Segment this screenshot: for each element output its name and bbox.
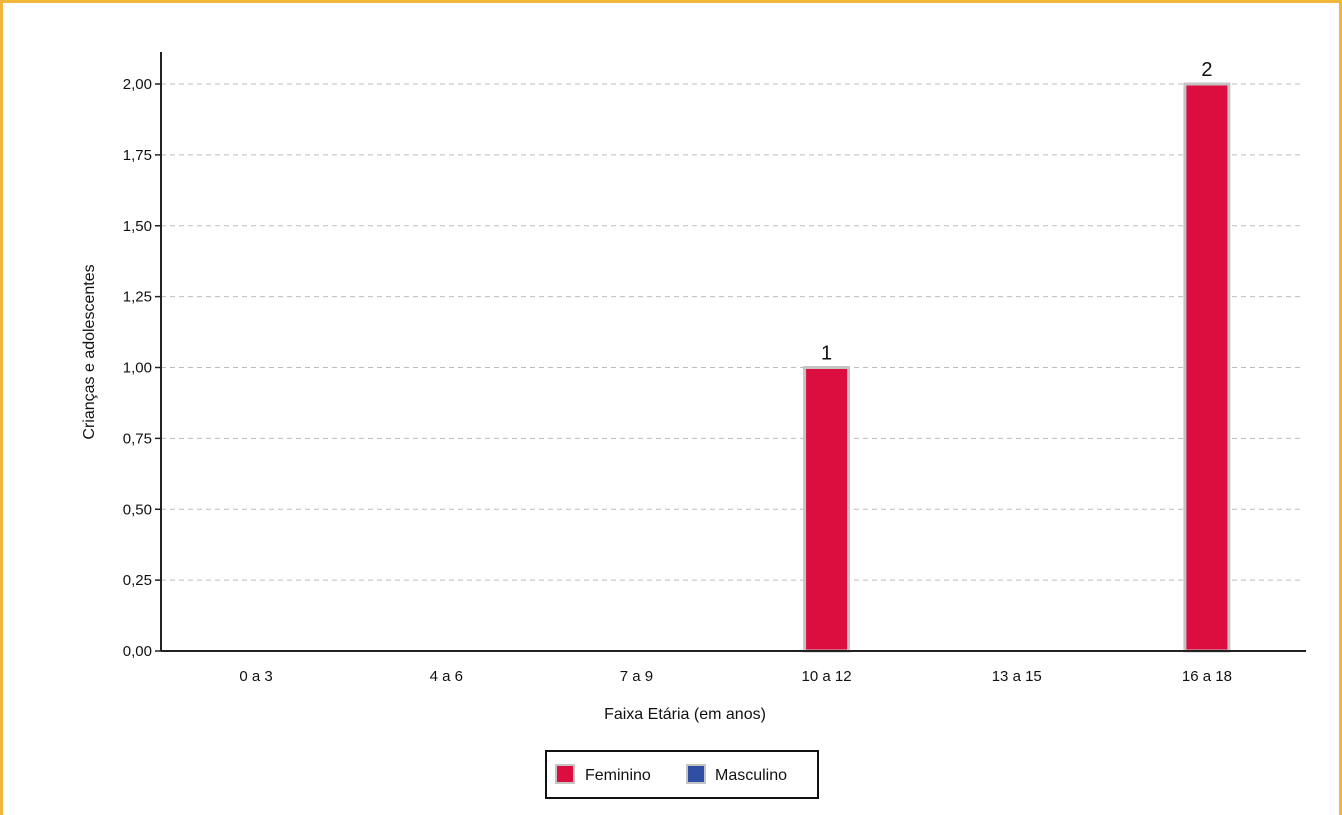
y-tick-label: 2,00 <box>123 76 152 93</box>
bars <box>803 82 1231 653</box>
legend-box <box>545 750 819 799</box>
x-tick-labels: 0 a 3 4 a 6 7 a 9 10 a 12 13 a 15 16 a 18 <box>239 668 1232 685</box>
y-tick-label: 1,75 <box>123 147 152 164</box>
legend: Feminino Masculino <box>545 750 819 799</box>
data-label: 2 <box>1201 59 1212 81</box>
legend-label-feminino: Feminino <box>585 767 651 784</box>
y-tick-label: 1,25 <box>123 289 152 306</box>
y-tick-label: 1,50 <box>123 218 152 235</box>
x-tick-label: 10 a 12 <box>802 668 852 685</box>
y-tick-label: 0,00 <box>123 643 152 660</box>
y-tick-label: 0,25 <box>123 572 152 589</box>
y-tick-label: 0,50 <box>123 501 152 518</box>
legend-swatch-masculino <box>686 764 706 784</box>
legend-swatch-feminino <box>555 764 575 784</box>
y-tick-label: 0,75 <box>123 430 152 447</box>
legend-label-masculino: Masculino <box>715 767 787 784</box>
y-tick-label: 1,00 <box>123 360 152 377</box>
data-label: 1 <box>821 343 832 365</box>
x-tick-label: 7 a 9 <box>620 668 653 685</box>
x-tick-label: 16 a 18 <box>1182 668 1232 685</box>
x-axis-label: Faixa Etária (em anos) <box>604 706 766 723</box>
x-tick-label: 4 a 6 <box>430 668 463 685</box>
bar-feminino <box>803 366 851 653</box>
grid-lines <box>161 83 1302 581</box>
y-axis-label: Crianças e adolescentes <box>81 264 98 439</box>
x-tick-label: 0 a 3 <box>239 668 272 685</box>
y-tick-labels: 0,00 0,25 0,50 0,75 1,00 1,25 1,50 1,75 2,00 <box>123 76 161 660</box>
bar-feminino <box>1183 82 1231 653</box>
x-tick-label: 13 a 15 <box>992 668 1042 685</box>
data-labels: 12 <box>821 59 1212 365</box>
